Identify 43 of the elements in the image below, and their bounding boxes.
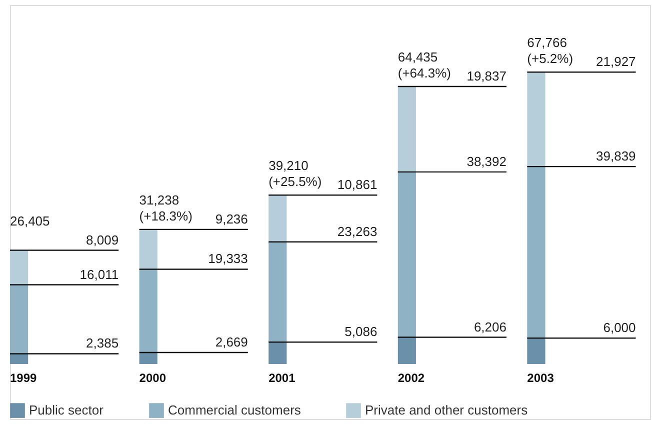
bar [10, 354, 28, 364]
bar [398, 337, 416, 364]
x-tick-label: 2002 [398, 371, 425, 385]
data-label: 10,861 [337, 177, 378, 192]
data-label: 5,086 [344, 324, 378, 340]
data-label: 16,011 [80, 266, 119, 282]
bar [139, 352, 158, 364]
legend-label: Private and other customers [365, 402, 528, 418]
data-label: 6,206 [474, 319, 506, 334]
legend-label: Commercial customers [168, 402, 302, 418]
data-label: 2,385 [86, 336, 119, 351]
bar [268, 195, 287, 242]
bar [527, 72, 546, 167]
bar [527, 166, 546, 338]
data-label: 19,837 [466, 68, 506, 84]
bar [398, 172, 416, 338]
bar [139, 229, 158, 270]
data-label: 6,000 [603, 320, 636, 336]
bar [10, 284, 28, 354]
bar [268, 242, 287, 342]
total-label: 64,435 (+64.3%) [398, 49, 452, 80]
bar [139, 269, 158, 353]
bar [398, 86, 416, 172]
bar [268, 342, 287, 364]
total-label: 31,238 (+18.3%) [139, 192, 192, 224]
data-label: 38,392 [466, 154, 506, 169]
data-label: 23,263 [337, 224, 378, 239]
total-label: 67,766 (+5.2%) [527, 35, 574, 66]
bar [527, 338, 546, 364]
x-tick-label: 1999 [10, 371, 38, 385]
bar [10, 250, 28, 285]
data-label: 19,333 [208, 251, 248, 266]
data-label: 9,236 [215, 211, 248, 226]
x-tick-label: 2003 [527, 371, 554, 385]
data-label: 8,009 [86, 232, 119, 248]
x-tick-label: 2000 [139, 371, 166, 385]
data-label: 2,669 [215, 334, 248, 350]
total-label: 26,405 [10, 213, 50, 228]
x-tick-label: 2001 [268, 371, 296, 385]
legend-label: Public sector [29, 402, 104, 418]
total-label: 39,210 (+25.5%) [268, 158, 322, 190]
data-label: 21,927 [596, 54, 636, 70]
data-label: 39,839 [596, 148, 636, 164]
